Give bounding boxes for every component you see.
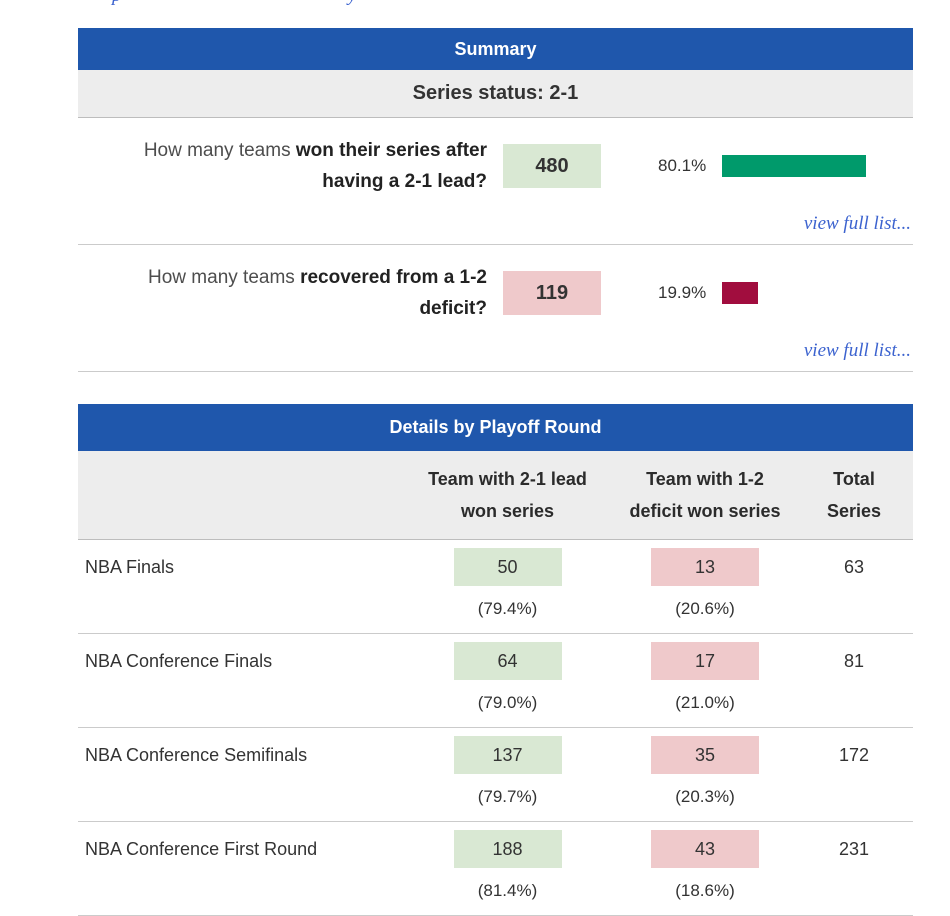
details-panel-title: Details by Playoff Round xyxy=(78,404,913,451)
count-value-box: 119 xyxy=(503,271,601,315)
lead-won-pct: (79.4%) xyxy=(477,599,538,618)
clipped-text-fragment: y xyxy=(348,0,356,6)
table-row: NBA Conference First Round 188 (81.4%) 4… xyxy=(78,822,913,916)
lead-won-count: 50 xyxy=(453,548,562,586)
summary-row-deficit-winners: How many teams recovered from a 1-2 defi… xyxy=(78,245,913,372)
details-header-row: Team with 2-1 lead won series Team with … xyxy=(78,451,913,540)
percentage-bar xyxy=(722,155,867,177)
count-value-box: 480 xyxy=(503,144,601,188)
round-name: NBA Finals xyxy=(85,556,175,577)
percentage-bar xyxy=(722,282,759,304)
column-header-total: Total Series xyxy=(826,469,882,521)
table-row: NBA Conference Finals 64 (79.0%) 17 (21.… xyxy=(78,634,913,728)
deficit-won-pct: (20.3%) xyxy=(675,787,735,806)
lead-won-count: 137 xyxy=(453,736,562,774)
deficit-won-pct: (18.6%) xyxy=(675,881,735,900)
lead-won-count: 64 xyxy=(453,642,562,680)
table-row: NBA Conference Semifinals 137 (79.7%) 35… xyxy=(78,728,913,822)
deficit-won-count: 13 xyxy=(651,548,759,586)
round-name: NBA Conference Semifinals xyxy=(85,744,308,765)
column-header-lead-won: Team with 2-1 lead won series xyxy=(428,469,587,521)
column-header-deficit-won: Team with 1-2 deficit won series xyxy=(629,469,781,521)
question-bold: won their series after having a 2-1 lead… xyxy=(295,140,487,192)
series-status-subheader: Series status: 2-1 xyxy=(78,70,913,118)
lead-won-count: 188 xyxy=(453,830,562,868)
percentage-label: 19.9% xyxy=(658,283,707,302)
summary-row-lead-winners: How many teams won their series after ha… xyxy=(78,118,913,245)
total-series: 81 xyxy=(843,650,865,671)
deficit-won-count: 43 xyxy=(651,830,759,868)
total-series: 231 xyxy=(838,838,870,859)
view-full-list-link[interactable]: view full list... xyxy=(803,340,911,361)
question-prefix: How many teams xyxy=(148,267,295,288)
clipped-text-line: p y xyxy=(0,0,950,6)
clipped-text-fragment: p xyxy=(112,0,122,6)
view-full-list-link[interactable]: view full list... xyxy=(803,213,911,234)
round-name: NBA Conference First Round xyxy=(85,838,318,859)
content-area: Summary Series status: 2-1 How many team… xyxy=(78,28,913,916)
total-series: 172 xyxy=(838,744,870,765)
deficit-won-pct: (20.6%) xyxy=(675,599,735,618)
question-bold: recovered from a 1-2 deficit? xyxy=(300,267,487,319)
lead-won-pct: (81.4%) xyxy=(477,881,538,900)
summary-panel-title: Summary xyxy=(78,28,913,70)
total-series: 63 xyxy=(843,556,865,577)
percentage-label: 80.1% xyxy=(658,156,707,175)
table-row: NBA Finals 50 (79.4%) 13 (20.6%) 63 xyxy=(78,540,913,634)
round-name: NBA Conference Finals xyxy=(85,650,273,671)
question-text: How many teams won their series after ha… xyxy=(78,135,487,197)
deficit-won-count: 17 xyxy=(651,642,759,680)
summary-panel: Summary Series status: 2-1 How many team… xyxy=(78,28,913,372)
deficit-won-count: 35 xyxy=(651,736,759,774)
question-text: How many teams recovered from a 1-2 defi… xyxy=(78,262,487,324)
column-header-round xyxy=(78,463,400,527)
lead-won-pct: (79.7%) xyxy=(477,787,538,806)
details-panel: Details by Playoff Round Team with 2-1 l… xyxy=(78,404,913,916)
question-prefix: How many teams xyxy=(143,140,291,161)
deficit-won-pct: (21.0%) xyxy=(675,693,735,712)
lead-won-pct: (79.0%) xyxy=(477,693,538,712)
